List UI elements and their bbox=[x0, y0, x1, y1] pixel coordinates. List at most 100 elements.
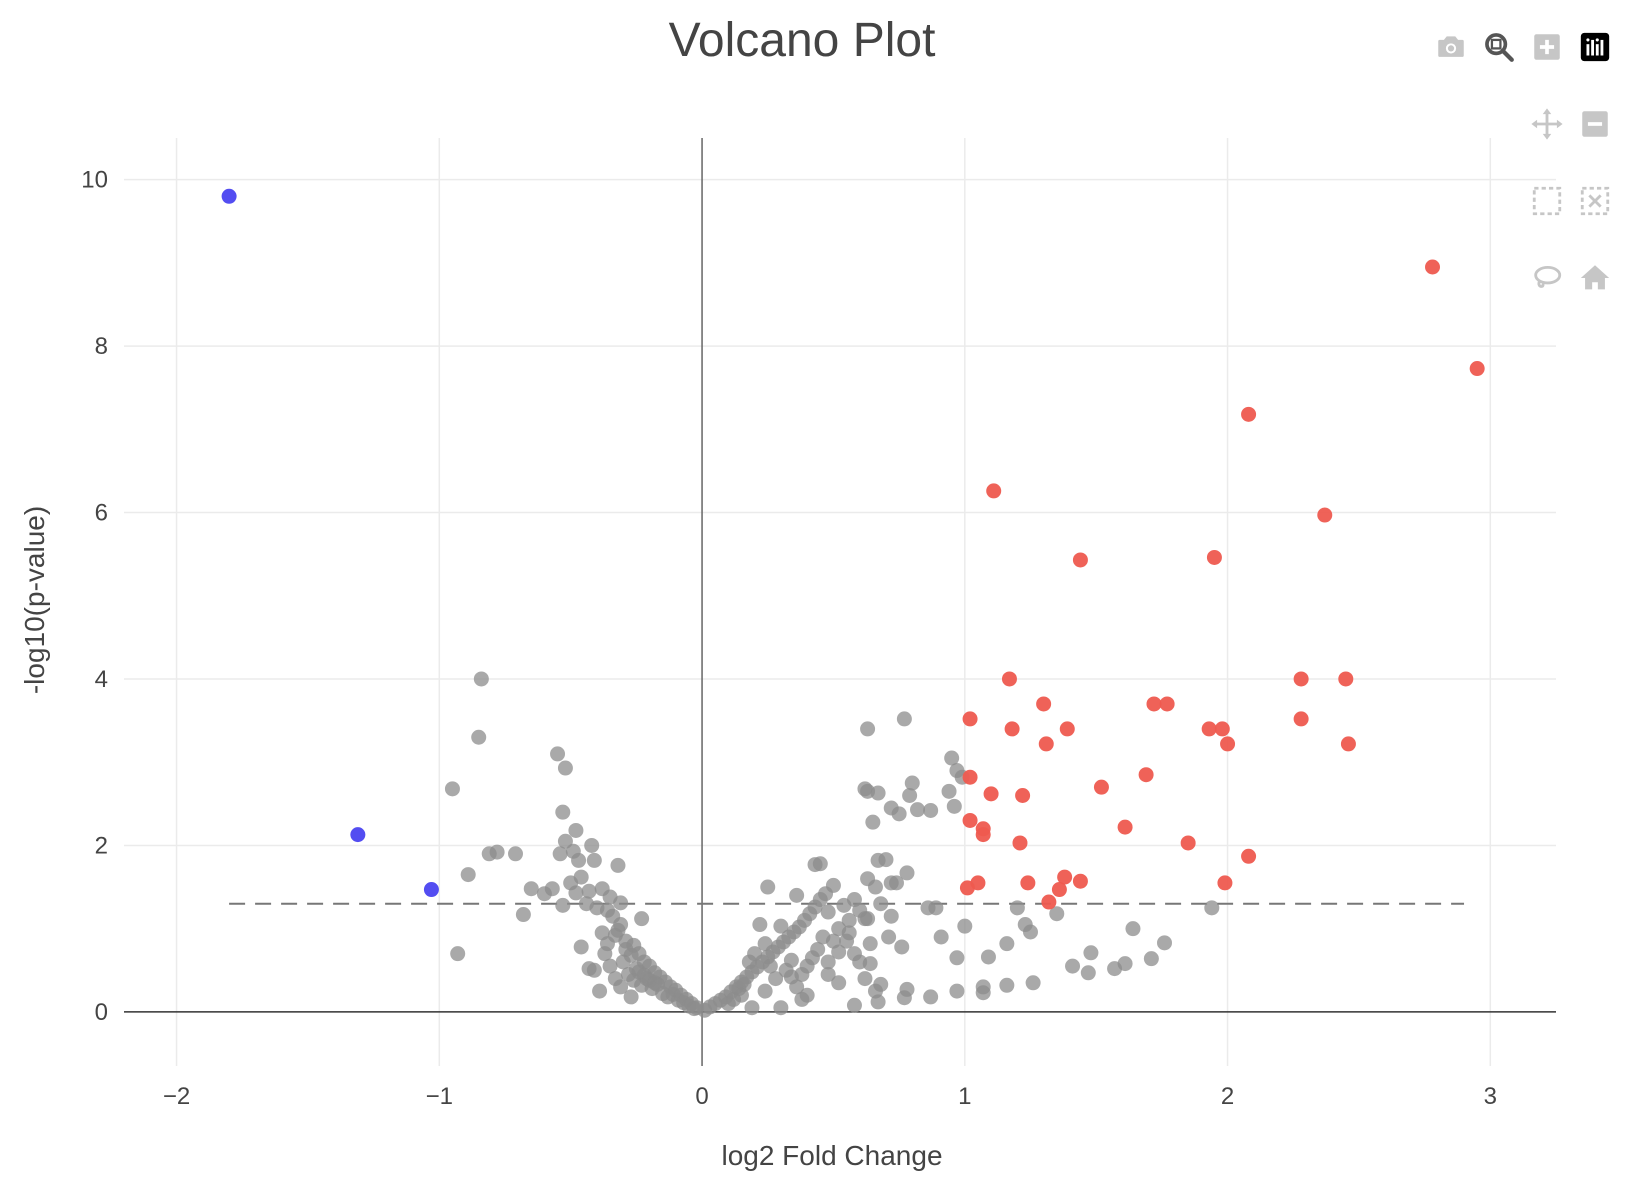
data-point[interactable] bbox=[573, 869, 589, 885]
data-point[interactable] bbox=[799, 987, 815, 1003]
data-point[interactable] bbox=[720, 996, 736, 1012]
data-point[interactable] bbox=[810, 941, 826, 957]
data-point[interactable] bbox=[881, 929, 897, 945]
data-point[interactable] bbox=[899, 865, 915, 881]
data-point[interactable] bbox=[768, 971, 784, 987]
data-point[interactable] bbox=[752, 917, 768, 933]
data-point[interactable] bbox=[807, 857, 823, 873]
data-point[interactable] bbox=[1001, 671, 1017, 687]
data-point[interactable] bbox=[944, 750, 960, 766]
data-point[interactable] bbox=[610, 857, 626, 873]
data-point[interactable] bbox=[923, 989, 939, 1005]
data-point[interactable] bbox=[555, 804, 571, 820]
data-point[interactable] bbox=[860, 911, 876, 927]
data-point[interactable] bbox=[904, 775, 920, 791]
data-point[interactable] bbox=[865, 814, 881, 830]
data-point[interactable] bbox=[757, 936, 773, 952]
data-point[interactable] bbox=[894, 939, 910, 955]
data-point[interactable] bbox=[957, 918, 973, 934]
pan-icon[interactable] bbox=[1528, 105, 1566, 143]
data-point[interactable] bbox=[1117, 819, 1133, 835]
data-point[interactable] bbox=[1159, 696, 1175, 712]
data-point[interactable] bbox=[623, 989, 639, 1005]
data-point[interactable] bbox=[586, 962, 602, 978]
data-point[interactable] bbox=[986, 483, 1002, 499]
data-point[interactable] bbox=[949, 983, 965, 999]
data-point[interactable] bbox=[573, 939, 589, 955]
data-point[interactable] bbox=[946, 798, 962, 814]
data-point[interactable] bbox=[902, 788, 918, 804]
data-point[interactable] bbox=[450, 946, 466, 962]
data-point[interactable] bbox=[980, 949, 996, 965]
data-point[interactable] bbox=[831, 944, 847, 960]
data-point[interactable] bbox=[1293, 711, 1309, 727]
plotly-logo-icon[interactable] bbox=[1576, 28, 1614, 66]
data-point[interactable] bbox=[581, 883, 597, 899]
data-point[interactable] bbox=[1201, 721, 1217, 737]
data-point[interactable] bbox=[1217, 875, 1233, 891]
data-point[interactable] bbox=[762, 958, 778, 974]
camera-icon[interactable] bbox=[1432, 28, 1470, 66]
data-point[interactable] bbox=[878, 852, 894, 868]
data-point[interactable] bbox=[571, 852, 587, 868]
data-point[interactable] bbox=[1146, 696, 1162, 712]
data-point[interactable] bbox=[1241, 848, 1257, 864]
data-point[interactable] bbox=[789, 887, 805, 903]
data-point[interactable] bbox=[744, 1000, 760, 1016]
data-point[interactable] bbox=[1143, 951, 1159, 967]
data-point[interactable] bbox=[489, 844, 505, 860]
data-point[interactable] bbox=[870, 994, 886, 1010]
data-point[interactable] bbox=[962, 769, 978, 785]
data-point[interactable] bbox=[613, 895, 629, 911]
data-point[interactable] bbox=[1072, 873, 1088, 889]
data-point[interactable] bbox=[883, 908, 899, 924]
data-point[interactable] bbox=[1080, 965, 1096, 981]
data-point[interactable] bbox=[473, 671, 489, 687]
data-point[interactable] bbox=[841, 912, 857, 928]
data-point[interactable] bbox=[820, 966, 836, 982]
data-point[interactable] bbox=[860, 871, 876, 887]
data-point[interactable] bbox=[783, 952, 799, 968]
data-point[interactable] bbox=[857, 971, 873, 987]
data-point[interactable] bbox=[568, 885, 584, 901]
data-point[interactable] bbox=[1049, 906, 1065, 922]
data-point[interactable] bbox=[1180, 835, 1196, 851]
data-point[interactable] bbox=[423, 882, 439, 898]
data-point[interactable] bbox=[1004, 721, 1020, 737]
zoom-in-icon[interactable] bbox=[1528, 28, 1566, 66]
data-point[interactable] bbox=[1206, 549, 1222, 565]
data-point[interactable] bbox=[862, 936, 878, 952]
data-point[interactable] bbox=[1065, 958, 1081, 974]
lasso-icon[interactable] bbox=[1528, 259, 1566, 297]
data-point[interactable] bbox=[820, 904, 836, 920]
data-point[interactable] bbox=[1012, 835, 1028, 851]
data-point[interactable] bbox=[773, 918, 789, 934]
data-point[interactable] bbox=[846, 946, 862, 962]
data-point[interactable] bbox=[825, 877, 841, 893]
data-point[interactable] bbox=[1051, 882, 1067, 898]
data-point[interactable] bbox=[1022, 924, 1038, 940]
data-point[interactable] bbox=[515, 907, 531, 923]
data-point[interactable] bbox=[860, 721, 876, 737]
data-point[interactable] bbox=[959, 880, 975, 896]
data-point[interactable] bbox=[862, 956, 878, 972]
data-point[interactable] bbox=[647, 975, 663, 991]
data-point[interactable] bbox=[584, 837, 600, 853]
data-point[interactable] bbox=[350, 827, 366, 843]
data-point[interactable] bbox=[999, 936, 1015, 952]
data-point[interactable] bbox=[999, 977, 1015, 993]
data-point[interactable] bbox=[1117, 956, 1133, 972]
data-point[interactable] bbox=[557, 760, 573, 776]
data-point[interactable] bbox=[1038, 736, 1054, 752]
data-point[interactable] bbox=[523, 881, 539, 897]
data-point[interactable] bbox=[949, 950, 965, 966]
zoom-out-icon[interactable] bbox=[1576, 105, 1614, 143]
data-point[interactable] bbox=[1469, 361, 1485, 377]
autoscale-icon[interactable] bbox=[1576, 182, 1614, 220]
data-point[interactable] bbox=[1015, 788, 1031, 804]
data-point[interactable] bbox=[870, 785, 886, 801]
box-select-icon[interactable] bbox=[1528, 182, 1566, 220]
data-point[interactable] bbox=[1020, 875, 1036, 891]
data-point[interactable] bbox=[1156, 935, 1172, 951]
